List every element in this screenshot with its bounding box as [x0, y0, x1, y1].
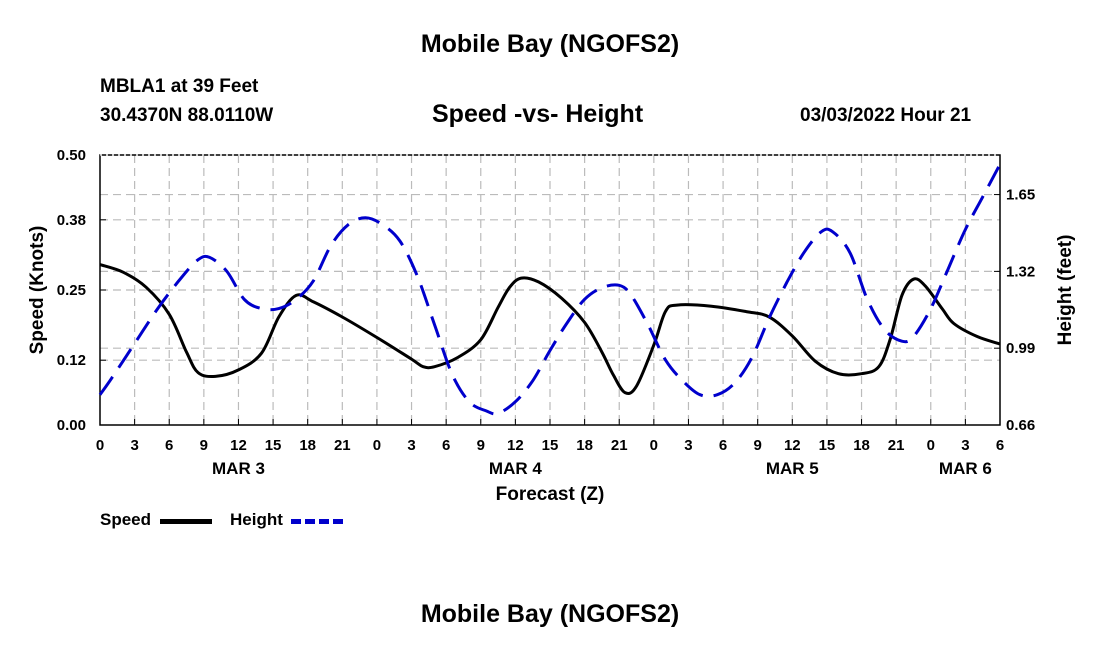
y-axis-right-title: Height (feet): [1055, 235, 1076, 346]
x-tick-label: 0: [373, 437, 381, 454]
y-right-tick-label: 1.32: [1006, 263, 1035, 280]
x-date-label: MAR 6: [939, 459, 992, 478]
x-tick-label: 18: [576, 437, 593, 454]
series-layer: [98, 163, 1002, 416]
x-tick-label: 15: [819, 437, 836, 454]
x-tick-label: 18: [299, 437, 316, 454]
legend-speed-swatch: [160, 519, 212, 524]
grid-layer: [100, 155, 1000, 425]
y-left-tick-label: 0.12: [57, 352, 86, 369]
x-tick-label: 6: [719, 437, 727, 454]
x-date-label: MAR 5: [766, 459, 819, 478]
y-right-tick-label: 0.99: [1006, 340, 1035, 357]
x-tick-label: 18: [853, 437, 870, 454]
x-tick-label: 0: [650, 437, 658, 454]
x-tick-label: 3: [130, 437, 138, 454]
x-tick-label: 12: [784, 437, 801, 454]
x-tick-label: 15: [265, 437, 282, 454]
chart-subtitle: Speed -vs- Height: [432, 100, 644, 128]
series-line-speed: [99, 263, 1001, 395]
x-tick-label: 15: [542, 437, 559, 454]
x-tick-label: 6: [442, 437, 450, 454]
x-tick-label: 6: [165, 437, 173, 454]
y-left-tick-label: 0.25: [57, 282, 86, 299]
y-right-tick-label: 0.66: [1006, 417, 1035, 434]
y-axis-left-title: Speed (Knots): [27, 226, 48, 355]
x-tick-label: 12: [230, 437, 247, 454]
footer-title: Mobile Bay (NGOFS2): [420, 600, 680, 628]
x-tick-label: 9: [477, 437, 485, 454]
x-axis-title: Forecast (Z): [496, 484, 605, 505]
y-left-tick-label: 0.38: [57, 212, 86, 229]
x-tick-label: 3: [684, 437, 692, 454]
x-date-label: MAR 4: [489, 459, 542, 478]
x-tick-label: 0: [927, 437, 935, 454]
legend-height-label: Height: [230, 510, 283, 529]
x-tick-label: 3: [407, 437, 415, 454]
legend-height-swatch: [291, 519, 343, 524]
x-tick-label: 21: [888, 437, 905, 454]
y-right-tick-label: 1.65: [1006, 187, 1035, 204]
y-left-tick-label: 0.00: [57, 417, 86, 434]
x-tick-label: 9: [754, 437, 762, 454]
x-date-label: MAR 3: [212, 459, 265, 478]
chart-main-title: Mobile Bay (NGOFS2): [420, 30, 680, 58]
x-tick-label: 6: [996, 437, 1004, 454]
y-left-tick-label: 0.50: [57, 147, 86, 164]
series-line-height: [98, 163, 1002, 416]
station-coordinates: 30.4370N 88.0110W: [100, 105, 274, 126]
x-tick-label: 21: [611, 437, 628, 454]
x-tick-label: 12: [507, 437, 524, 454]
forecast-timestamp: 03/03/2022 Hour 21: [800, 105, 972, 126]
x-tick-label: 0: [96, 437, 104, 454]
x-tick-label: 3: [961, 437, 969, 454]
station-label: MBLA1 at 39 Feet: [100, 76, 259, 97]
legend-speed-label: Speed: [100, 510, 152, 529]
x-tick-label: 21: [334, 437, 351, 454]
x-tick-label: 9: [200, 437, 208, 454]
tick-layer: 0 3 6 9 12 15 18 21 0 3 6 9 12 15 18 21 0 3 6 9 12 15 18 21 0 3 60…: [57, 147, 1035, 478]
